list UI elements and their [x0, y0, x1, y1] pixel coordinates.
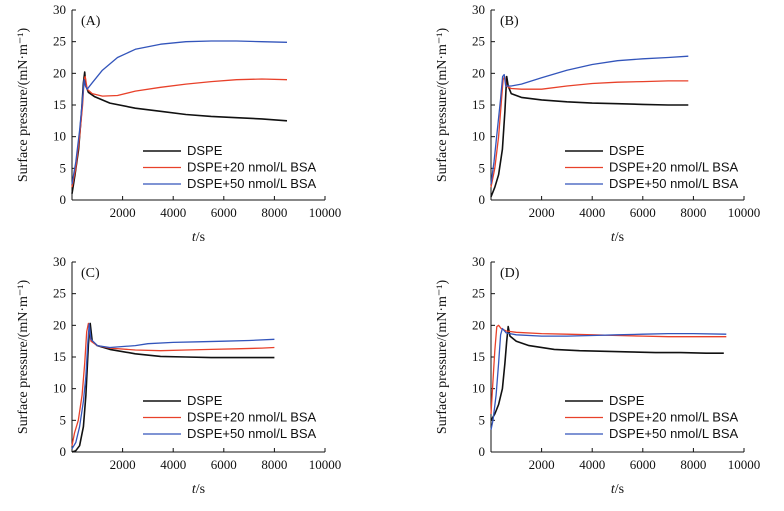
- x-tick-label: 4000: [160, 205, 186, 220]
- y-tick-label: 25: [53, 34, 66, 49]
- legend-label-1: DSPE: [609, 393, 645, 408]
- legend-label-3: DSPE+50 nmol/L BSA: [609, 426, 739, 441]
- x-tick-label: 4000: [579, 205, 605, 220]
- y-tick-label: 10: [472, 129, 485, 144]
- x-tick-label: 4000: [579, 457, 605, 472]
- x-tick-label: 10000: [309, 457, 342, 472]
- y-tick-label: 0: [479, 192, 486, 207]
- x-tick-label: 8000: [680, 457, 706, 472]
- legend-label-2: DSPE+20 nmol/L BSA: [187, 160, 317, 175]
- panel-label: (A): [81, 14, 101, 29]
- x-axis-label: t/s: [611, 230, 624, 245]
- chart-panel-2: 0 5 10 15 20 25 30 2000 4000 6000 8000 10000 Surface…: [435, 2, 760, 245]
- x-axis-label-var: t: [611, 230, 616, 245]
- y-tick-label: 5: [60, 160, 67, 175]
- y-tick-label: 30: [53, 254, 66, 269]
- y-tick-label: 5: [479, 160, 486, 175]
- legend-label-3: DSPE+50 nmol/L BSA: [187, 426, 317, 441]
- x-tick-label: 6000: [211, 205, 237, 220]
- legend-label-1: DSPE: [187, 393, 223, 408]
- legend-label-2: DSPE+20 nmol/L BSA: [609, 160, 739, 175]
- legend-label-1: DSPE: [187, 143, 223, 158]
- y-tick-label: 5: [479, 412, 486, 427]
- x-tick-label: 6000: [630, 457, 656, 472]
- series-line-3: [490, 327, 727, 430]
- y-tick-label: 20: [53, 317, 66, 332]
- series-line-1: [490, 75, 689, 198]
- y-axis-label: Surface pressure/(mN·m⁻¹): [16, 28, 31, 183]
- x-axis-label-unit: /s: [196, 482, 205, 497]
- y-tick-label: 20: [472, 317, 485, 332]
- x-tick-label: 2000: [110, 457, 136, 472]
- y-tick-label: 0: [60, 444, 67, 459]
- y-tick-label: 15: [53, 97, 66, 112]
- x-tick-label: 2000: [529, 457, 555, 472]
- y-tick-label: 25: [53, 286, 66, 301]
- chart-panel-3: 0 5 10 15 20 25 30 2000 4000 6000 8000 10000 Surface…: [16, 254, 341, 497]
- legend-label-2: DSPE+20 nmol/L BSA: [187, 410, 317, 425]
- x-axis-label-unit: /s: [196, 230, 205, 245]
- chart-panel-4: 0 5 10 15 20 25 30 2000 4000 6000 8000 10000 Surface…: [435, 254, 760, 497]
- y-tick-label: 15: [53, 349, 66, 364]
- x-tick-label: 10000: [728, 205, 761, 220]
- series-line-2: [490, 75, 689, 188]
- x-axis-label-var: t: [611, 482, 616, 497]
- y-tick-label: 10: [53, 129, 66, 144]
- panel-label: (C): [81, 266, 100, 281]
- x-tick-label: 4000: [160, 457, 186, 472]
- y-tick-label: 20: [53, 65, 66, 80]
- x-tick-label: 10000: [728, 457, 761, 472]
- y-tick-label: 15: [472, 349, 485, 364]
- panel-label: (D): [500, 266, 520, 281]
- x-axis-label: t/s: [192, 230, 205, 245]
- y-axis-label: Surface pressure/(mN·m⁻¹): [16, 280, 31, 435]
- y-tick-label: 0: [60, 192, 67, 207]
- x-tick-label: 2000: [529, 205, 555, 220]
- y-axis-label: Surface pressure/(mN·m⁻¹): [435, 28, 450, 183]
- y-tick-label: 10: [53, 381, 66, 396]
- x-axis-label-unit: /s: [615, 482, 624, 497]
- y-tick-label: 25: [472, 286, 485, 301]
- x-tick-label: 8000: [680, 205, 706, 220]
- x-tick-label: 6000: [630, 205, 656, 220]
- series-line-1: [490, 325, 724, 421]
- x-tick-label: 2000: [110, 205, 136, 220]
- series-line-3: [71, 40, 288, 185]
- x-axis-label: t/s: [611, 482, 624, 497]
- series-line-2: [490, 324, 727, 415]
- y-tick-label: 15: [472, 97, 485, 112]
- chart-panel-1: 0 5 10 15 20 25 30 2000 4000 6000 8000 10000 Surface…: [16, 2, 341, 245]
- legend-label-3: DSPE+50 nmol/L BSA: [609, 176, 739, 191]
- y-tick-label: 30: [472, 254, 485, 269]
- y-tick-label: 25: [472, 34, 485, 49]
- x-tick-label: 8000: [261, 205, 287, 220]
- x-axis-label-unit: /s: [615, 230, 624, 245]
- y-tick-label: 10: [472, 381, 485, 396]
- series-line-3: [490, 55, 689, 185]
- y-tick-label: 0: [479, 444, 486, 459]
- x-axis-label-var: t: [192, 230, 197, 245]
- y-tick-label: 20: [472, 65, 485, 80]
- y-tick-label: 30: [472, 2, 485, 17]
- legend-label-3: DSPE+50 nmol/L BSA: [187, 176, 317, 191]
- y-tick-label: 5: [60, 412, 67, 427]
- x-axis-label-var: t: [192, 482, 197, 497]
- panel-label: (B): [500, 14, 519, 29]
- legend-label-2: DSPE+20 nmol/L BSA: [609, 410, 739, 425]
- legend-label-1: DSPE: [609, 143, 645, 158]
- x-tick-label: 8000: [261, 457, 287, 472]
- y-tick-label: 30: [53, 2, 66, 17]
- x-tick-label: 6000: [211, 457, 237, 472]
- series-line-3: [71, 323, 275, 450]
- x-tick-label: 10000: [309, 205, 342, 220]
- y-axis-label: Surface pressure/(mN·m⁻¹): [435, 280, 450, 435]
- x-axis-label: t/s: [192, 482, 205, 497]
